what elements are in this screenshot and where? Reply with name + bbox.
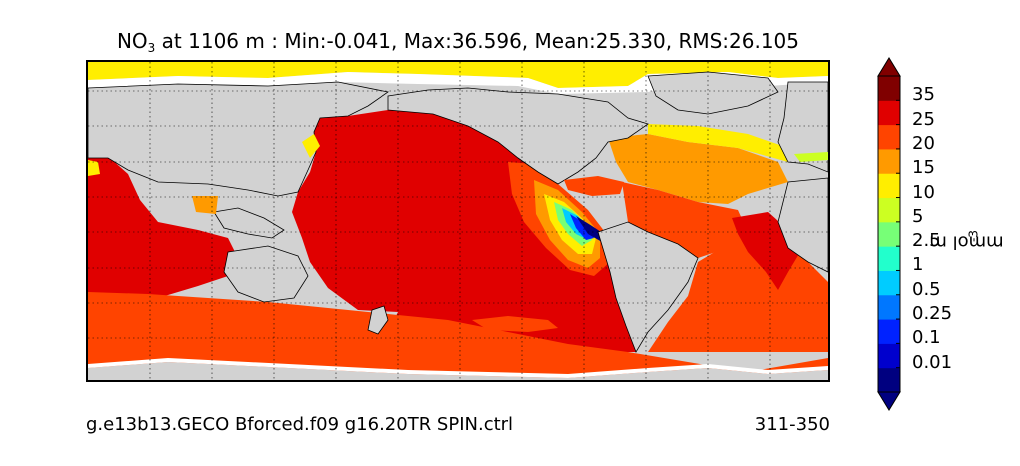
colorbar-tick-label: 0.01 — [912, 351, 953, 373]
colorbar-extend-min — [877, 391, 901, 411]
arctic-ice-edge — [88, 72, 828, 94]
map-title: NO3 at 1106 m : Min:-0.041, Max:36.596, … — [0, 28, 916, 61]
colorbar-tick-label: 25 — [912, 108, 935, 130]
atlantic-north — [608, 134, 788, 204]
title-stats: at 1106 m : Min:-0.041, Max:36.596, Mean… — [155, 29, 800, 53]
colorbar-tick-label: 1 — [912, 254, 924, 276]
greenland — [647, 71, 779, 115]
north-america — [387, 87, 649, 185]
eurasia — [88, 81, 389, 197]
colorbar-extend-max — [877, 57, 901, 77]
colorbar-unit: mmol m -3 — [929, 230, 1004, 253]
australia — [223, 245, 309, 303]
colorbar-tick-label: 35 — [912, 84, 935, 106]
japan-sea-yellow — [302, 134, 320, 158]
colorbar-segment — [878, 319, 900, 344]
mediterranean — [794, 152, 828, 162]
europe-right — [777, 81, 828, 173]
south-pacific-patch — [472, 316, 558, 332]
colorbar — [877, 57, 901, 411]
colorbar-segment — [878, 173, 900, 199]
colorbar-frame — [877, 75, 901, 393]
antarctic-ice — [88, 358, 828, 378]
colorbar-tick-label: 2.5 — [912, 230, 941, 252]
colorbar-segment — [878, 148, 900, 174]
colorbar-tick-label: 15 — [912, 157, 935, 179]
map-panel — [86, 60, 830, 382]
colorbar-segment — [878, 367, 900, 393]
year-range: 311-350 — [754, 414, 830, 435]
colorbar-segment — [878, 270, 900, 296]
colorbar-tick-label: 5 — [912, 205, 924, 227]
antarctica — [88, 362, 828, 380]
colorbar-tick-label: 20 — [912, 132, 935, 154]
colorbar-segment — [878, 76, 900, 101]
graticule — [88, 62, 828, 380]
arabian-sea-yellow — [88, 160, 100, 176]
colorbar-tick-label: 0.1 — [912, 327, 941, 349]
south-america — [597, 221, 699, 353]
colorbar-segment — [878, 343, 900, 369]
colorbar-segment — [878, 221, 900, 247]
indian-ocean — [88, 182, 238, 292]
bay-orange — [192, 196, 218, 214]
colorbar-segment — [878, 294, 900, 320]
run-name: g.e13b13.GECO Bforced.f09 g16.20TR SPIN.… — [86, 414, 514, 435]
southern-ocean — [88, 292, 828, 380]
title-species-subscript: 3 — [147, 41, 156, 55]
colorbar-segment — [878, 246, 900, 271]
atlantic-north-yellow — [648, 124, 806, 162]
africa — [777, 177, 828, 273]
caribbean — [564, 176, 624, 196]
new-zealand — [367, 305, 389, 335]
colorbar-segment — [878, 197, 900, 223]
colorbar-tick-label: 10 — [912, 181, 935, 203]
map-svg — [88, 62, 828, 380]
colorbar-tick-label: 0.5 — [912, 278, 941, 300]
colorbar-segment — [878, 100, 900, 126]
colorbar-tick-label: 0.25 — [912, 303, 953, 325]
colorbar-segment — [878, 124, 900, 150]
title-species: NO — [116, 29, 148, 53]
pacific-ocean — [292, 110, 636, 352]
arctic-ocean — [88, 62, 828, 88]
etp-navy — [576, 216, 604, 242]
maritime-continent — [213, 207, 285, 239]
